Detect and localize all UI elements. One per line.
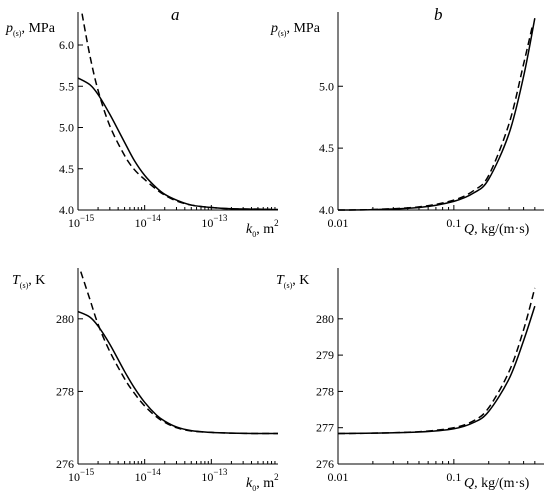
x-tick-label-tb: 0.1 xyxy=(446,470,461,484)
y-tick-label-pa: 5.0 xyxy=(59,121,74,135)
curve-solid-tb xyxy=(337,305,536,435)
x-tick-label-pb: 0.01 xyxy=(328,216,349,230)
curve-solid-ta xyxy=(77,310,279,435)
y-tick-label-pa: 5.5 xyxy=(59,79,74,93)
y-label-pa: p(s), MPa xyxy=(5,21,56,38)
x-tick-label-pa: 10−13 xyxy=(201,213,228,230)
y-tick-label-tb: 276 xyxy=(316,457,334,471)
x-label-pb: Q, kg/(m·s) xyxy=(464,222,530,237)
x-label-pa: k0, m2 xyxy=(246,218,279,239)
x-tick-label-ta: 10−15 xyxy=(68,467,95,484)
y-tick-label-pa: 6.0 xyxy=(59,38,74,52)
x-tick-label-ta: 10−14 xyxy=(135,467,162,484)
x-tick-label-tb: 0.01 xyxy=(328,470,349,484)
x-tick-label-pb: 0.1 xyxy=(446,216,461,230)
y-tick-label-pb: 4.5 xyxy=(319,141,334,155)
x-label-tb: Q, kg/(m·s) xyxy=(464,476,530,491)
curve-solid-pb xyxy=(337,18,536,211)
panel-label-b: b xyxy=(434,5,443,24)
y-tick-label-tb: 277 xyxy=(316,421,334,435)
panel-pressure-permeability: 4.0 4.5 5.0 5.5 6.0 10−15 10−14 10−13 p(s), MPa… xyxy=(5,5,279,239)
curve-dashed-pa xyxy=(81,13,279,211)
y-tick-label-pb: 5.0 xyxy=(319,79,334,93)
y-tick-label-ta: 276 xyxy=(56,457,74,471)
panel-label-a: a xyxy=(171,5,180,24)
y-tick-label-pa: 4.5 xyxy=(59,162,74,176)
y-tick-label-pa: 4.0 xyxy=(59,203,74,217)
y-label-ta: T(s), K xyxy=(12,273,45,290)
y-tick-label-tb: 278 xyxy=(316,384,334,398)
y-tick-label-tb: 279 xyxy=(316,348,334,362)
ticks-pb: 4.0 4.5 5.0 0.01 0.1 xyxy=(319,79,536,230)
y-tick-label-pb: 4.0 xyxy=(319,203,334,217)
x-tick-label-pa: 10−15 xyxy=(68,213,95,230)
curve-dashed-pb xyxy=(337,24,534,211)
panel-pressure-flow: 4.0 4.5 5.0 0.01 0.1 p(s), MPa Q, kg/(m·s) b xyxy=(270,5,544,237)
ticks-pa: 4.0 4.5 5.0 5.5 6.0 10−15 10−14 10−13 xyxy=(59,38,276,230)
curve-dashed-ta xyxy=(80,271,279,435)
y-label-pb: p(s), MPa xyxy=(270,21,321,38)
y-tick-label-ta: 280 xyxy=(56,312,74,326)
panel-temperature-flow: 276 277 278 279 280 0.01 0.1 T(s), K Q, kg/(m·… xyxy=(276,268,544,491)
ticks-ta: 276 278 280 10−15 10−14 10−13 xyxy=(56,312,276,484)
ticks-tb: 276 277 278 279 280 0.01 0.1 xyxy=(316,312,536,484)
y-label-tb: T(s), K xyxy=(276,273,309,290)
y-tick-label-ta: 278 xyxy=(56,384,74,398)
x-tick-label-ta: 10−13 xyxy=(201,467,228,484)
curve-dashed-tb xyxy=(337,287,536,435)
x-label-ta: k0, m2 xyxy=(246,472,279,493)
x-tick-label-pa: 10−14 xyxy=(135,213,162,230)
y-tick-label-tb: 280 xyxy=(316,312,334,326)
curve-solid-pa xyxy=(77,77,279,211)
panel-temperature-permeability: 276 278 280 10−15 10−14 10−13 T(s), K k0, m2 xyxy=(12,268,279,493)
